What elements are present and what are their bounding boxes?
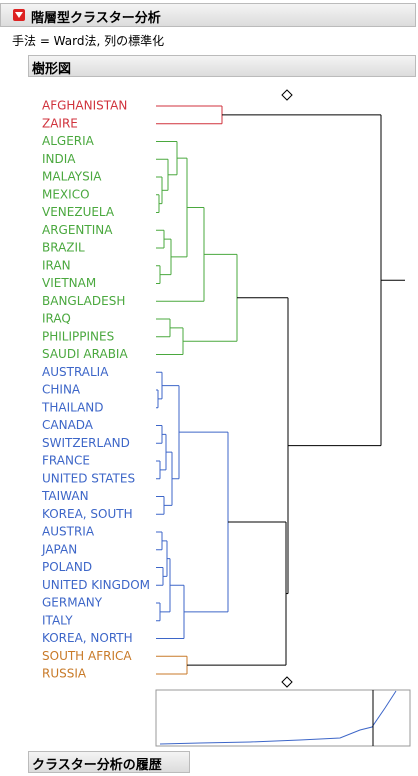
leaf-label: ARGENTINA bbox=[42, 223, 113, 237]
leaf-label: BANGLADESH bbox=[42, 294, 125, 308]
leaf-label: AUSTRIA bbox=[42, 525, 95, 539]
report-title: 階層型クラスター分析 bbox=[31, 11, 161, 26]
leaf-label: IRAN bbox=[42, 258, 71, 272]
leaf-label: INDIA bbox=[42, 152, 76, 166]
distance-marker[interactable] bbox=[281, 89, 293, 101]
leaf-label: BRAZIL bbox=[42, 241, 85, 255]
leaf-label: ITALY bbox=[42, 613, 73, 627]
leaf-label: POLAND bbox=[42, 560, 92, 574]
leaf-label: IRAQ bbox=[42, 312, 71, 326]
leaf-label: RUSSIA bbox=[42, 667, 87, 681]
menu-button[interactable] bbox=[13, 9, 25, 21]
dendrogram-header[interactable]: 樹形図 bbox=[28, 55, 416, 77]
distance-line bbox=[159, 690, 397, 745]
plot-area bbox=[34, 90, 410, 690]
leaf-label: THAILAND bbox=[41, 400, 104, 414]
leaf-label: VIETNAM bbox=[42, 276, 96, 290]
report-header: 階層型クラスター分析 bbox=[0, 3, 416, 27]
distance-plot bbox=[155, 689, 411, 747]
leaf-label: AUSTRALIA bbox=[42, 365, 109, 379]
leaf-label: UNITED KINGDOM bbox=[42, 578, 150, 592]
section-title: クラスター分析の履歴 bbox=[32, 758, 162, 773]
leaf-label: AFGHANISTAN bbox=[42, 99, 127, 113]
distance-marker[interactable] bbox=[281, 676, 293, 688]
leaf-label: SOUTH AFRICA bbox=[42, 649, 132, 663]
leaf-label: UNITED STATES bbox=[42, 471, 135, 485]
leaf-label: ZAIRE bbox=[42, 116, 78, 130]
leaf-label: KOREA, SOUTH bbox=[42, 507, 133, 521]
method-text: 手法 = Ward法, 列の標準化 bbox=[12, 34, 165, 48]
section-title: 樹形図 bbox=[32, 62, 72, 77]
leaf-label: KOREA, NORTH bbox=[42, 631, 133, 645]
leaf-label: ALGERIA bbox=[42, 134, 95, 148]
leaf-label: JAPAN bbox=[41, 542, 77, 556]
history-header[interactable]: クラスター分析の履歴 bbox=[28, 751, 190, 773]
leaf-label: CANADA bbox=[42, 418, 94, 432]
leaf-label: SAUDI ARABIA bbox=[42, 347, 128, 361]
leaf-label: VENEZUELA bbox=[42, 205, 115, 219]
leaf-label: MALAYSIA bbox=[42, 170, 102, 184]
leaf-label: PHILIPPINES bbox=[42, 329, 114, 343]
leaf-label: CHINA bbox=[42, 383, 81, 397]
leaf-label: SWITZERLAND bbox=[42, 436, 130, 450]
leaf-label: MEXICO bbox=[42, 187, 90, 201]
leaf-label: GERMANY bbox=[42, 596, 103, 610]
leaf-label: FRANCE bbox=[42, 454, 90, 468]
leaf-label: TAIWAN bbox=[41, 489, 89, 503]
